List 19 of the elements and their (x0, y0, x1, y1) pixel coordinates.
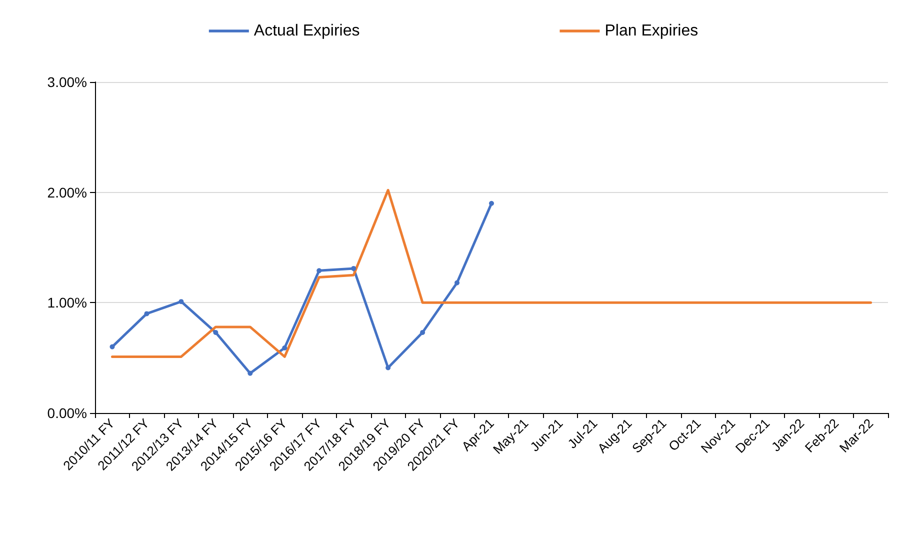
point (282, 345, 288, 350)
point (213, 330, 218, 335)
point (144, 311, 150, 316)
point (386, 365, 391, 370)
point (489, 200, 494, 206)
y-tick-label: 0.00% (47, 405, 87, 421)
point (420, 330, 426, 335)
point (110, 344, 115, 350)
point (248, 370, 253, 376)
y-tick-label: 2.00% (47, 184, 87, 200)
legend-label: Plan Expiries (604, 22, 698, 40)
y-tick-label: 1.00% (47, 294, 87, 311)
y-tick-label: 3.00% (47, 74, 87, 90)
legend-label: Actual Expiries (254, 22, 360, 40)
point (178, 299, 184, 304)
point (316, 268, 322, 274)
line-series (110, 188, 872, 358)
point (454, 280, 460, 286)
point (351, 266, 356, 271)
